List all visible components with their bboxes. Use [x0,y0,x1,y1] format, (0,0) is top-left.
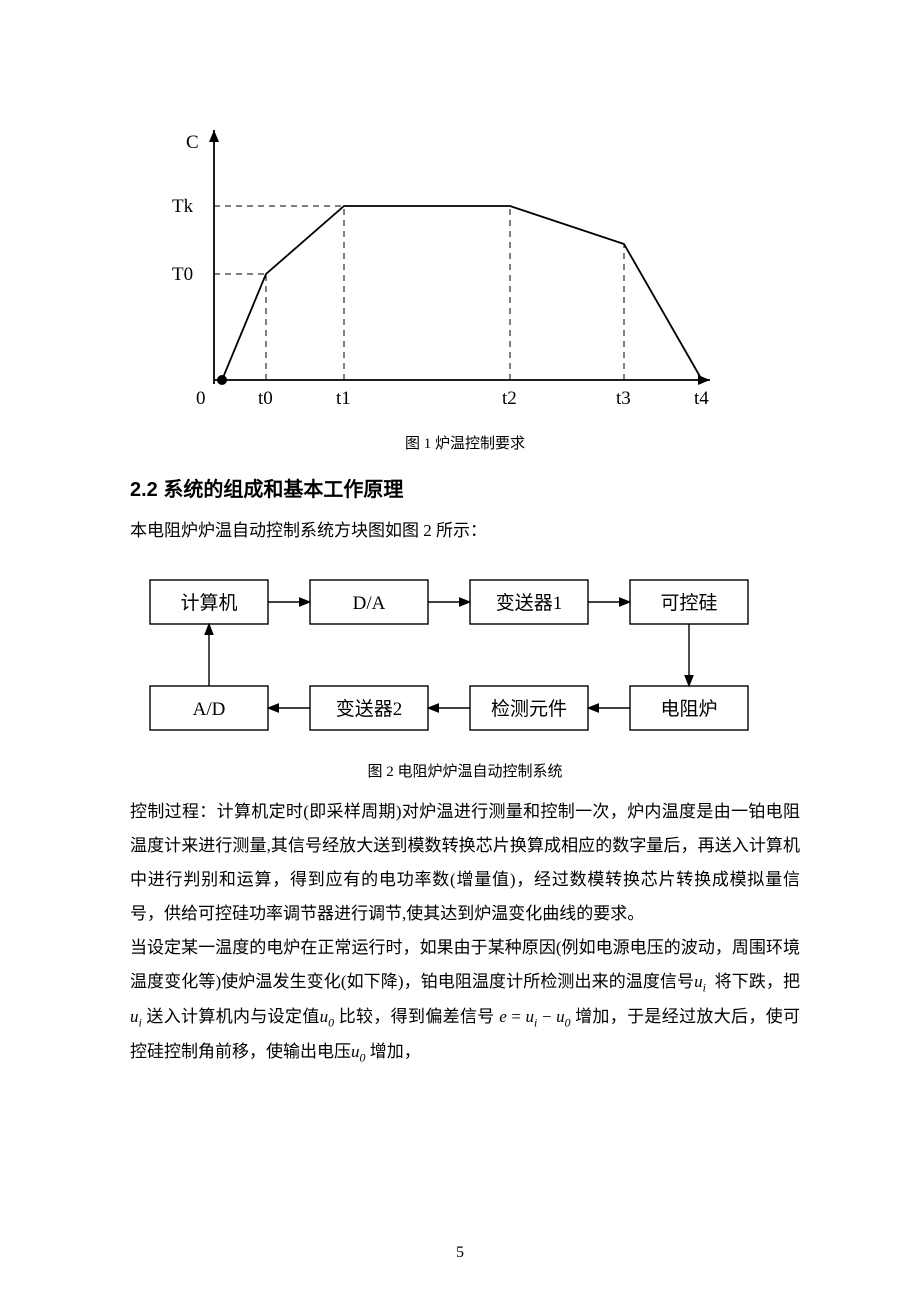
figure-1-chart: C 0 Tk T0 t0 t1 t2 t3 t4 [150,100,750,420]
p2-b: 将下跌，把 [715,972,800,991]
svg-text:变送器2: 变送器2 [336,698,403,720]
flowchart-svg: 计算机 D/A 变送器1 可控硅 A/D 变送器2 检测元件 电阻炉 [130,562,770,752]
svg-text:t0: t0 [258,388,273,409]
math-ui-2: u [130,1007,139,1026]
figure-2-caption: 图 2 电阻炉炉温自动控制系统 [130,760,800,781]
math-sub-i-1: i [703,980,706,994]
paragraph-1: 控制过程：计算机定时(即采样周期)对炉温进行测量和控制一次，炉内温度是由一铂电阻… [130,795,800,931]
math-sub-0-3: 0 [360,1051,366,1065]
svg-text:t1: t1 [336,388,351,409]
page-number: 5 [0,1244,920,1262]
section-intro: 本电阻炉炉温自动控制系统方块图如图 2 所示： [130,514,800,548]
math-eq: = [507,1007,526,1026]
section-heading: 2.2 系统的组成和基本工作原理 [130,473,800,502]
svg-text:计算机: 计算机 [180,592,237,614]
paragraph-2: 当设定某一温度的电炉在正常运行时，如果由于某种原因(例如电源电压的波动，周围环境… [130,931,800,1071]
math-sub-0-2: 0 [565,1016,571,1030]
p2-c: 送入计算机内与设定值 [146,1007,319,1026]
math-u0-1: u [320,1007,329,1026]
svg-text:A/D: A/D [193,699,226,720]
chart-svg: C 0 Tk T0 t0 t1 t2 t3 t4 [150,100,750,420]
math-sub-i-2: i [139,1016,142,1030]
svg-text:Tk: Tk [172,196,194,217]
page: C 0 Tk T0 t0 t1 t2 t3 t4 图 1 炉温控制要求 2.2 系统的组成和基本… [0,0,920,1302]
svg-text:可控硅: 可控硅 [660,592,717,614]
svg-text:t2: t2 [502,388,517,409]
figure-1-caption: 图 1 炉温控制要求 [130,432,800,453]
p2-d: 比较，得到偏差信号 [339,1007,495,1026]
figure-2-flowchart: 计算机 D/A 变送器1 可控硅 A/D 变送器2 检测元件 电阻炉 [130,562,770,752]
svg-text:0: 0 [196,388,206,409]
svg-text:T0: T0 [172,264,193,285]
svg-text:变送器1: 变送器1 [496,592,563,614]
svg-text:D/A: D/A [353,593,386,614]
math-sub-0-1: 0 [328,1016,334,1030]
svg-text:电阻炉: 电阻炉 [660,698,717,720]
svg-text:t4: t4 [694,388,709,409]
math-u0-2: u [556,1007,565,1026]
p2-f: 增加， [370,1042,421,1061]
svg-text:检测元件: 检测元件 [491,698,567,720]
math-minus: − [537,1007,556,1026]
math-u0-3: u [351,1042,360,1061]
math-e: e [499,1007,507,1026]
svg-text:t3: t3 [616,388,631,409]
math-ui-1: u [694,972,703,991]
math-ui-3: u [526,1007,535,1026]
svg-text:C: C [186,132,199,153]
